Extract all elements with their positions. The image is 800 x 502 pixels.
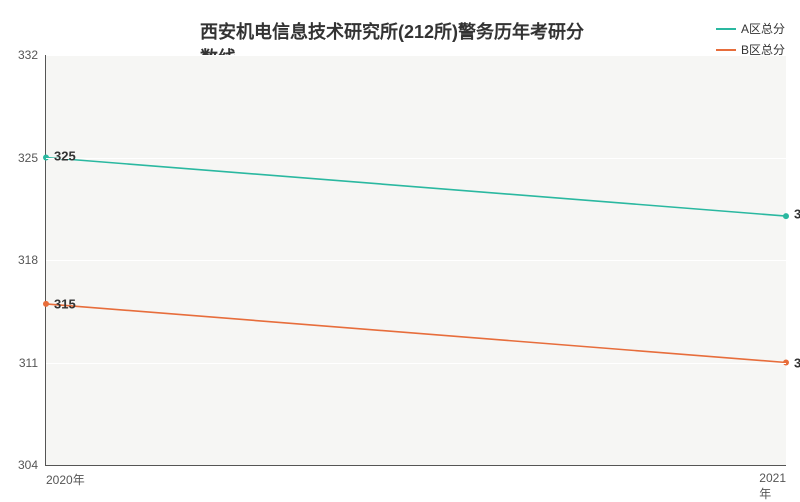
x-tick-label: 2020年 xyxy=(46,465,85,488)
data-label: 321 xyxy=(794,207,800,222)
y-tick-label: 318 xyxy=(18,253,46,267)
gridline xyxy=(46,55,786,56)
data-label: 311 xyxy=(794,355,800,370)
data-label: 325 xyxy=(54,148,76,163)
line-chart: 西安机电信息技术研究所(212所)警务历年考研分数线 A区总分 B区总分 304… xyxy=(0,0,800,500)
gridline xyxy=(46,260,786,261)
legend-swatch-b xyxy=(716,49,736,51)
legend-item: A区总分 xyxy=(716,20,785,37)
gridline xyxy=(46,363,786,364)
y-tick-label: 311 xyxy=(19,356,46,370)
legend-label-a: A区总分 xyxy=(741,20,785,37)
y-tick-label: 304 xyxy=(18,458,46,472)
x-tick-label: 2021年 xyxy=(759,465,786,502)
y-tick-label: 332 xyxy=(18,48,46,62)
series-line xyxy=(46,158,786,217)
gridline xyxy=(46,158,786,159)
data-marker xyxy=(43,301,49,307)
data-marker xyxy=(783,213,789,219)
y-tick-label: 325 xyxy=(18,151,46,165)
data-label: 315 xyxy=(54,296,76,311)
series-line xyxy=(46,304,786,363)
legend-swatch-a xyxy=(716,28,736,30)
plot-area: 3043113183253322020年2021年325321315311 xyxy=(45,55,786,466)
